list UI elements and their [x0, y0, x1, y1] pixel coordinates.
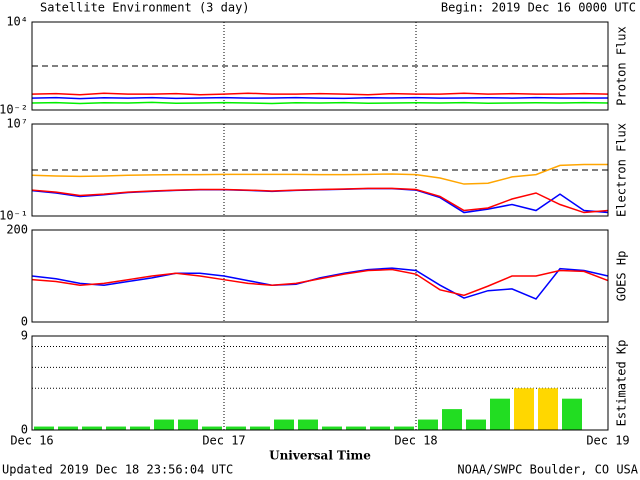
y-tick-label: 9 — [21, 329, 28, 343]
series-line — [31, 96, 609, 100]
y-tick-label: 10⁴ — [6, 15, 28, 29]
kp-bar — [442, 409, 462, 430]
source: NOAA/SWPC Boulder, CO USA — [457, 463, 638, 477]
x-tick-label: Dec 19 — [586, 434, 629, 448]
chart-title: Satellite Environment (3 day) — [40, 1, 250, 15]
kp-bar — [394, 426, 414, 430]
updated-time: Updated 2019 Dec 18 23:56:04 UTC — [2, 463, 233, 477]
kp-bar — [130, 426, 150, 430]
series-line — [31, 101, 609, 105]
series-line — [31, 267, 609, 300]
x-tick-label: Dec 17 — [202, 434, 245, 448]
series-line — [31, 268, 609, 297]
kp-bar — [322, 426, 342, 430]
y-axis-label: Estimated Kp — [615, 340, 629, 427]
kp-bar — [466, 419, 486, 430]
x-tick-label: Dec 16 — [10, 434, 53, 448]
y-tick-label: 10⁻² — [0, 103, 28, 117]
y-axis-label: Electron Flux — [615, 123, 629, 217]
kp-bar — [418, 419, 438, 430]
kp-bar — [34, 426, 54, 430]
panel-frame — [31, 123, 609, 217]
y-tick-label: 10⁷ — [6, 117, 28, 131]
kp-bar — [58, 426, 78, 430]
series-line — [31, 92, 609, 96]
kp-bar — [82, 426, 102, 430]
kp-bar — [490, 398, 510, 430]
kp-bar — [250, 426, 270, 430]
series-line — [31, 163, 608, 185]
kp-bar — [106, 426, 126, 430]
x-tick-label: Dec 18 — [394, 434, 437, 448]
panel-frame — [31, 335, 609, 431]
series-line — [31, 187, 609, 214]
kp-bar — [298, 419, 318, 430]
kp-bar — [274, 419, 294, 430]
kp-bar — [178, 419, 198, 430]
kp-bar — [154, 419, 174, 430]
y-tick-label: 10⁻¹ — [0, 209, 28, 223]
kp-bar — [514, 388, 534, 430]
y-tick-label: 0 — [21, 423, 28, 437]
panel-frame — [31, 21, 609, 111]
y-tick-label: 200 — [6, 223, 28, 237]
y-axis-label: Proton Flux — [615, 26, 629, 105]
kp-bar — [202, 426, 222, 430]
y-tick-label: 0 — [21, 315, 28, 329]
kp-bar — [346, 426, 366, 430]
begin-time: Begin: 2019 Dec 16 0000 UTC — [441, 1, 636, 15]
kp-bar — [226, 426, 246, 430]
kp-bar — [562, 398, 582, 430]
kp-bar — [370, 426, 390, 430]
y-axis-label: GOES Hp — [615, 251, 629, 302]
panel-frame — [31, 229, 609, 323]
x-axis-label: Universal Time — [269, 449, 371, 463]
kp-bar — [538, 388, 558, 430]
